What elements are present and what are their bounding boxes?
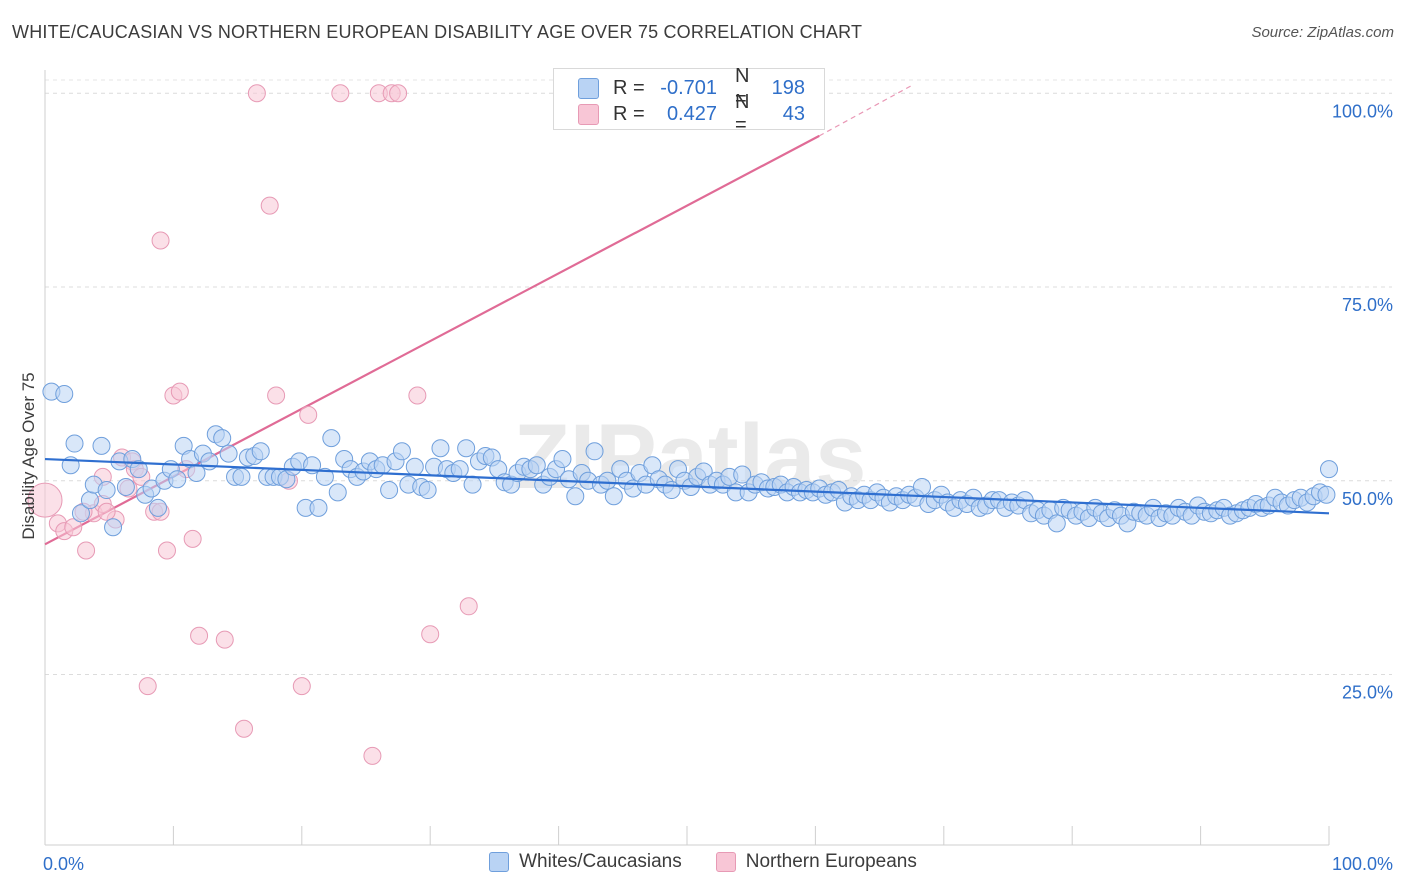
northern-europeans-point <box>157 541 176 560</box>
whites-caucasians-point <box>322 429 341 448</box>
whites-caucasians-point <box>309 498 328 517</box>
n-label: N = <box>735 91 750 136</box>
whites-caucasians-point <box>598 471 617 490</box>
northern-europeans-point <box>170 382 189 401</box>
blue-n-value: 198 <box>771 76 805 99</box>
whites-caucasians-point <box>232 467 251 486</box>
whites-caucasians-point <box>463 475 482 494</box>
x-tick-label: 100.0% <box>1332 854 1393 874</box>
northern-europeans-point <box>183 529 202 548</box>
whites-caucasians-point <box>315 467 334 486</box>
axes <box>44 70 1330 846</box>
stats-box: R = -0.701 N = 198 R = 0.427 N = 43 <box>553 65 825 136</box>
northern-europeans-point <box>389 84 408 103</box>
whites-caucasians-point <box>104 518 123 537</box>
whites-caucasians-point <box>604 487 623 506</box>
whites-caucasians-point <box>328 483 347 502</box>
y-tick-label: 25.0% <box>1342 683 1393 703</box>
chart-title: WHITE/CAUCASIAN VS NORTHERN EUROPEAN DIS… <box>12 22 863 42</box>
blue-r-value: -0.701 <box>660 76 717 99</box>
y-axis-label: Disability Age Over 75 <box>19 372 38 539</box>
whites-caucasians-point <box>168 470 187 489</box>
northern-europeans-point <box>97 502 116 521</box>
tick-labels: 25.0% 50.0% 75.0% 100.0% 0.0% 100.0% <box>43 101 1393 874</box>
whites-caucasians-point <box>97 481 116 500</box>
whites-caucasians-point <box>80 491 99 510</box>
r-label: R = <box>613 102 645 125</box>
whites-caucasians-point <box>1317 485 1336 504</box>
whites-caucasians-point <box>380 481 399 500</box>
whites-caucasians-point <box>566 487 585 506</box>
stats-row-blue: R = -0.701 N = 198 <box>578 65 805 110</box>
northern-europeans-point <box>292 677 311 696</box>
whites-caucasians-point <box>912 477 931 496</box>
legend-item-whites[interactable]: Whites/Caucasians <box>489 851 682 873</box>
northern-europeans-trend-extension <box>818 84 912 137</box>
whites-caucasians-point <box>92 436 111 455</box>
northern-europeans-point <box>260 196 279 215</box>
legend-label-whites: Whites/Caucasians <box>519 851 682 872</box>
northern-europeans-point <box>299 405 318 424</box>
legend-label-northern-europeans: Northern Europeans <box>745 851 917 872</box>
grid-lines <box>45 79 1392 675</box>
y-tick-label: 100.0% <box>1332 101 1393 121</box>
stats-row-pink: R = 0.427 N = 43 <box>578 91 805 136</box>
pink-swatch-icon <box>578 103 599 125</box>
y-tick-label: 50.0% <box>1342 489 1393 509</box>
northern-europeans-point <box>190 626 209 645</box>
whites-caucasians-trend-line <box>44 457 1330 515</box>
blue-swatch-icon <box>489 852 510 872</box>
whites-caucasians-point <box>251 442 270 461</box>
whites-caucasians-point <box>219 444 238 463</box>
whites-caucasians-point <box>733 465 752 484</box>
whites-caucasians-point <box>553 450 572 469</box>
northern-europeans-point <box>138 677 157 696</box>
r-label: R = <box>613 76 645 99</box>
x-tick-label: 0.0% <box>43 854 84 874</box>
northern-europeans-point <box>247 84 266 103</box>
whites-caucasians-point <box>129 460 148 479</box>
whites-caucasians-point <box>1047 514 1066 533</box>
northern-europeans-point <box>459 597 478 616</box>
northern-europeans-point <box>363 746 382 765</box>
source-credit: Source: ZipAtlas.com <box>1251 24 1394 41</box>
northern-europeans-points <box>27 84 581 765</box>
northern-europeans-point <box>151 231 170 250</box>
whites-caucasians-point <box>585 442 604 461</box>
whites-caucasians-point <box>405 457 424 476</box>
whites-caucasians-points <box>42 382 1338 537</box>
legend: Whites/Caucasians Northern Europeans <box>0 851 1406 873</box>
whites-caucasians-point <box>431 439 450 458</box>
whites-caucasians-point <box>213 429 232 448</box>
whites-caucasians-point <box>65 434 84 453</box>
northern-europeans-point <box>64 518 83 537</box>
pink-n-value: 43 <box>782 102 805 125</box>
northern-europeans-point <box>331 84 350 103</box>
pink-swatch-icon <box>715 852 736 872</box>
blue-swatch-icon <box>578 77 599 99</box>
northern-europeans-point <box>267 386 286 405</box>
northern-europeans-point <box>421 625 440 644</box>
n-label: N = <box>735 65 750 110</box>
legend-item-northern-europeans[interactable]: Northern Europeans <box>715 851 917 873</box>
northern-europeans-point <box>408 386 427 405</box>
whites-caucasians-point <box>450 460 469 479</box>
whites-caucasians-point <box>71 504 90 523</box>
whites-caucasians-point <box>55 384 74 403</box>
northern-europeans-point <box>215 630 234 649</box>
whites-caucasians-point <box>392 442 411 461</box>
whites-caucasians-point <box>527 456 546 475</box>
northern-europeans-point <box>27 482 63 518</box>
whites-caucasians-point <box>457 439 476 458</box>
northern-europeans-point <box>235 719 254 738</box>
northern-europeans-point <box>77 541 96 560</box>
whites-caucasians-point <box>418 481 437 500</box>
whites-caucasians-point <box>1320 460 1338 479</box>
whites-caucasians-point <box>148 498 167 517</box>
y-tick-label: 75.0% <box>1342 295 1393 315</box>
whites-caucasians-point <box>116 477 135 496</box>
pink-r-value: 0.427 <box>666 102 717 125</box>
